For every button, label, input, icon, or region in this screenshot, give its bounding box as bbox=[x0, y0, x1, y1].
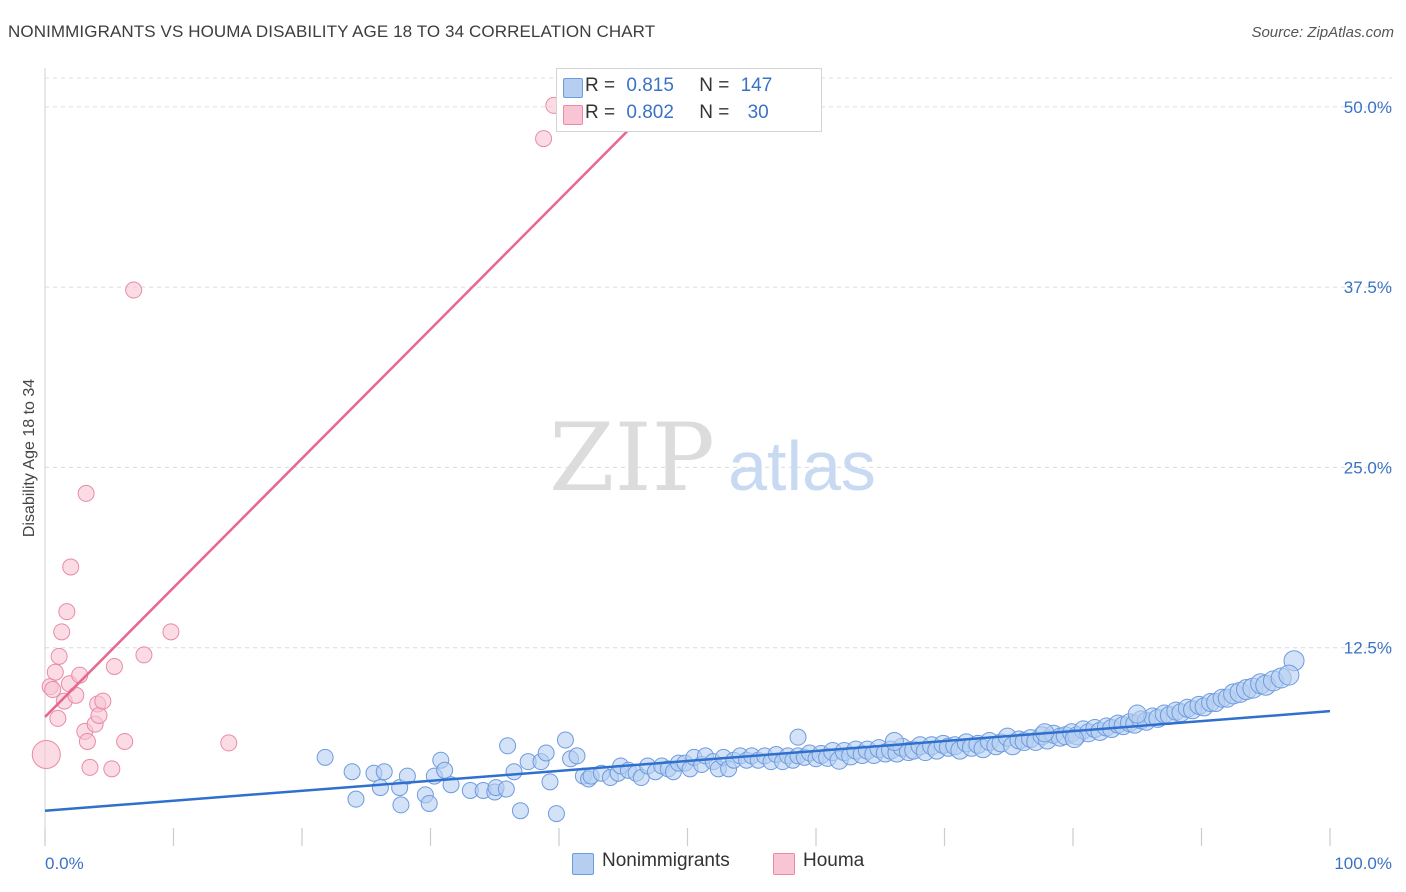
x-tick-label: 100.0% bbox=[1334, 854, 1392, 873]
nonimmigrants-point bbox=[511, 802, 529, 820]
houma-point bbox=[81, 758, 99, 776]
n-value: 30 bbox=[747, 102, 769, 123]
watermark-zip: ZIP bbox=[549, 404, 715, 513]
houma-point bbox=[535, 130, 553, 148]
legend-label: Houma bbox=[803, 850, 865, 871]
legend-row-houma: R = 0.802 N = 30 bbox=[563, 102, 769, 128]
nonimmigrants-point bbox=[398, 767, 416, 785]
x-tick-label: 0.0% bbox=[45, 854, 84, 873]
legend-label: Nonimmigrants bbox=[602, 850, 730, 871]
trend-lines bbox=[44, 105, 1331, 812]
houma-point bbox=[105, 657, 123, 675]
houma-point bbox=[31, 739, 61, 769]
y-tick-label: 12.5% bbox=[1344, 639, 1392, 658]
nonimmigrants-point bbox=[499, 737, 517, 755]
houma-point bbox=[49, 709, 67, 727]
legend-swatch-blue bbox=[572, 853, 594, 875]
nonimmigrants-point bbox=[371, 779, 389, 797]
y-axis-title: Disability Age 18 to 34 bbox=[21, 379, 38, 537]
houma-point bbox=[220, 734, 238, 752]
legend-row-nonimmigrants: R = 0.815 N = 147 bbox=[563, 75, 773, 101]
houma-point bbox=[162, 623, 180, 641]
nonimmigrants-point bbox=[547, 805, 565, 823]
houma-trend-line bbox=[44, 105, 653, 718]
legend-item-houma: Houma bbox=[773, 850, 865, 875]
nonimmigrants-point bbox=[537, 744, 555, 762]
r-label: R = bbox=[585, 75, 616, 96]
nonimmigrants-point bbox=[884, 731, 904, 751]
houma-point bbox=[78, 732, 96, 750]
nonimmigrants-point bbox=[347, 790, 365, 808]
nonimmigrants-point bbox=[375, 763, 393, 781]
nonimmigrants-point bbox=[1064, 729, 1084, 749]
nonimmigrants-point bbox=[1278, 664, 1300, 686]
houma-point bbox=[90, 707, 108, 724]
axis-labels: 12.5% 25.0% 37.5% 50.0% 0.0% 100.0% bbox=[45, 98, 1392, 873]
legend-swatch-pink bbox=[773, 853, 795, 875]
nonimmigrants-trend-line bbox=[44, 709, 1331, 812]
nonimmigrants-point bbox=[505, 763, 523, 781]
n-label: N = bbox=[699, 102, 730, 123]
houma-point bbox=[125, 281, 143, 299]
chart-title: NONIMMIGRANTS VS HOUMA DISABILITY AGE 18… bbox=[8, 22, 656, 41]
nonimmigrants-point bbox=[392, 796, 410, 814]
houma-point bbox=[58, 603, 76, 621]
nonimmigrants-point bbox=[436, 761, 454, 779]
houma-point bbox=[53, 623, 71, 641]
nonimmigrants-points bbox=[316, 650, 1305, 823]
r-label: R = bbox=[585, 102, 616, 123]
nonimmigrants-point bbox=[420, 794, 438, 812]
nonimmigrants-point bbox=[316, 748, 334, 766]
correlation-legend: R = 0.815 N = 147 R = 0.802 N = 30 bbox=[556, 68, 822, 132]
houma-point bbox=[103, 760, 121, 778]
n-label: N = bbox=[699, 75, 730, 96]
houma-point bbox=[46, 663, 64, 681]
houma-point bbox=[94, 692, 112, 710]
watermark-atlas: atlas bbox=[728, 427, 876, 505]
nonimmigrants-point bbox=[556, 731, 574, 749]
nonimmigrants-point bbox=[541, 773, 559, 791]
houma-point bbox=[77, 484, 95, 502]
y-tick-label: 37.5% bbox=[1344, 278, 1392, 297]
y-tick-label: 25.0% bbox=[1344, 458, 1392, 477]
legend-item-nonimmigrants: Nonimmigrants bbox=[572, 850, 730, 875]
houma-point bbox=[62, 558, 80, 576]
houma-points bbox=[31, 96, 563, 778]
houma-point bbox=[50, 647, 68, 665]
source-label: Source: ZipAtlas.com bbox=[1251, 24, 1394, 41]
y-tick-label: 50.0% bbox=[1344, 98, 1392, 117]
houma-point bbox=[116, 732, 134, 750]
legend-swatch-pink bbox=[563, 105, 583, 125]
x-axis-ticks bbox=[44, 828, 1331, 846]
legend-swatch-blue bbox=[563, 78, 583, 98]
nonimmigrants-point bbox=[1127, 704, 1147, 724]
nonimmigrants-point bbox=[497, 780, 515, 798]
series-legend: Nonimmigrants Houma bbox=[0, 850, 1406, 878]
nonimmigrants-point bbox=[343, 763, 361, 781]
nonimmigrants-point bbox=[789, 728, 807, 746]
houma-point bbox=[44, 681, 62, 699]
r-value: 0.802 bbox=[626, 102, 674, 123]
r-value: 0.815 bbox=[626, 75, 674, 96]
houma-point bbox=[135, 646, 153, 664]
n-value: 147 bbox=[740, 75, 773, 96]
houma-point bbox=[67, 686, 85, 704]
nonimmigrants-point bbox=[568, 747, 586, 765]
